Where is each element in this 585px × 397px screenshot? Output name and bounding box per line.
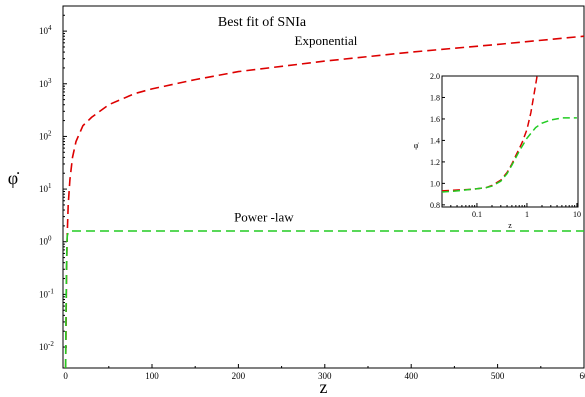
- plot-frame: [62, 5, 585, 369]
- y-tick-label: 103: [39, 77, 52, 89]
- inset-y-tick-label: 0.8: [430, 201, 440, 210]
- inset-y-tick-label: 1.2: [430, 158, 440, 167]
- series-line-power-law: [64, 230, 584, 368]
- inset-series-line-power-law: [442, 117, 577, 193]
- x-tick-label: 400: [404, 371, 418, 381]
- inset-y-tick-label: 1.4: [430, 136, 440, 145]
- y-tick-label: 10-2: [39, 340, 54, 352]
- inset-x-tick-label: 10: [573, 210, 581, 219]
- chart-title: Best fit of SNIa: [218, 15, 307, 30]
- inset-x-tick-label: 1: [525, 210, 529, 219]
- x-tick-label: 500: [491, 371, 505, 381]
- y-tick-label: 100: [39, 235, 52, 247]
- y-tick-label: 104: [39, 24, 52, 36]
- x-tick-label: 200: [232, 371, 246, 381]
- series-annotation: Exponential: [295, 33, 358, 48]
- x-tick-label: 60: [580, 371, 585, 381]
- inset-frame: [441, 75, 579, 208]
- y-tick-label: 101: [39, 182, 52, 194]
- inset-chart: 0.1 1 10 0.8 1.0 1.2 1.4 1.6 1.8 2.0 z φ̇: [414, 72, 581, 230]
- y-axis-title: φ̇: [8, 168, 19, 188]
- x-tick-label: 300: [318, 371, 332, 381]
- inset-x-tick-label: 0.1: [472, 210, 482, 219]
- y-tick-label: 10-1: [39, 287, 54, 299]
- inset-y-axis-title: φ̇: [414, 141, 420, 150]
- x-tick-label: 0: [63, 371, 68, 381]
- series-annotation: Power -law: [234, 210, 294, 225]
- inset-y-tick-label: 1.6: [430, 115, 440, 124]
- y-tick-label: 102: [39, 129, 52, 141]
- inset-y-tick-label: 2.0: [430, 72, 440, 81]
- x-axis-title: z: [320, 377, 328, 397]
- inset-x-axis-title: z: [508, 221, 512, 230]
- inset-y-tick-label: 1.8: [430, 93, 440, 102]
- x-tick-label: 100: [145, 371, 159, 381]
- inset-y-tick-label: 1.0: [430, 179, 440, 188]
